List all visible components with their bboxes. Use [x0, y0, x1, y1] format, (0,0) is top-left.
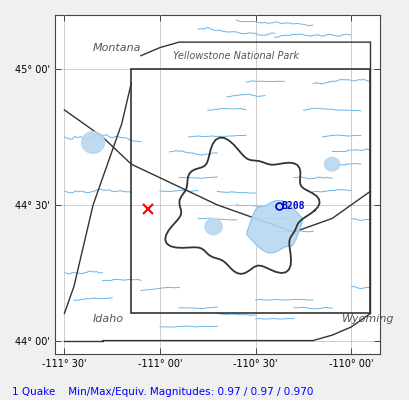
- Text: Idaho: Idaho: [93, 314, 124, 324]
- Text: Yellowstone National Park: Yellowstone National Park: [173, 51, 299, 61]
- Text: B208: B208: [281, 201, 304, 211]
- Text: Wyoming: Wyoming: [341, 314, 393, 324]
- Polygon shape: [55, 15, 379, 354]
- Bar: [131, 69, 369, 314]
- Text: Montana: Montana: [93, 42, 141, 52]
- Polygon shape: [324, 158, 339, 171]
- Polygon shape: [246, 200, 302, 253]
- Polygon shape: [204, 218, 222, 235]
- Polygon shape: [81, 132, 104, 153]
- Text: 1 Quake    Min/Max/Equiv. Magnitudes: 0.97 / 0.97 / 0.970: 1 Quake Min/Max/Equiv. Magnitudes: 0.97 …: [12, 387, 313, 397]
